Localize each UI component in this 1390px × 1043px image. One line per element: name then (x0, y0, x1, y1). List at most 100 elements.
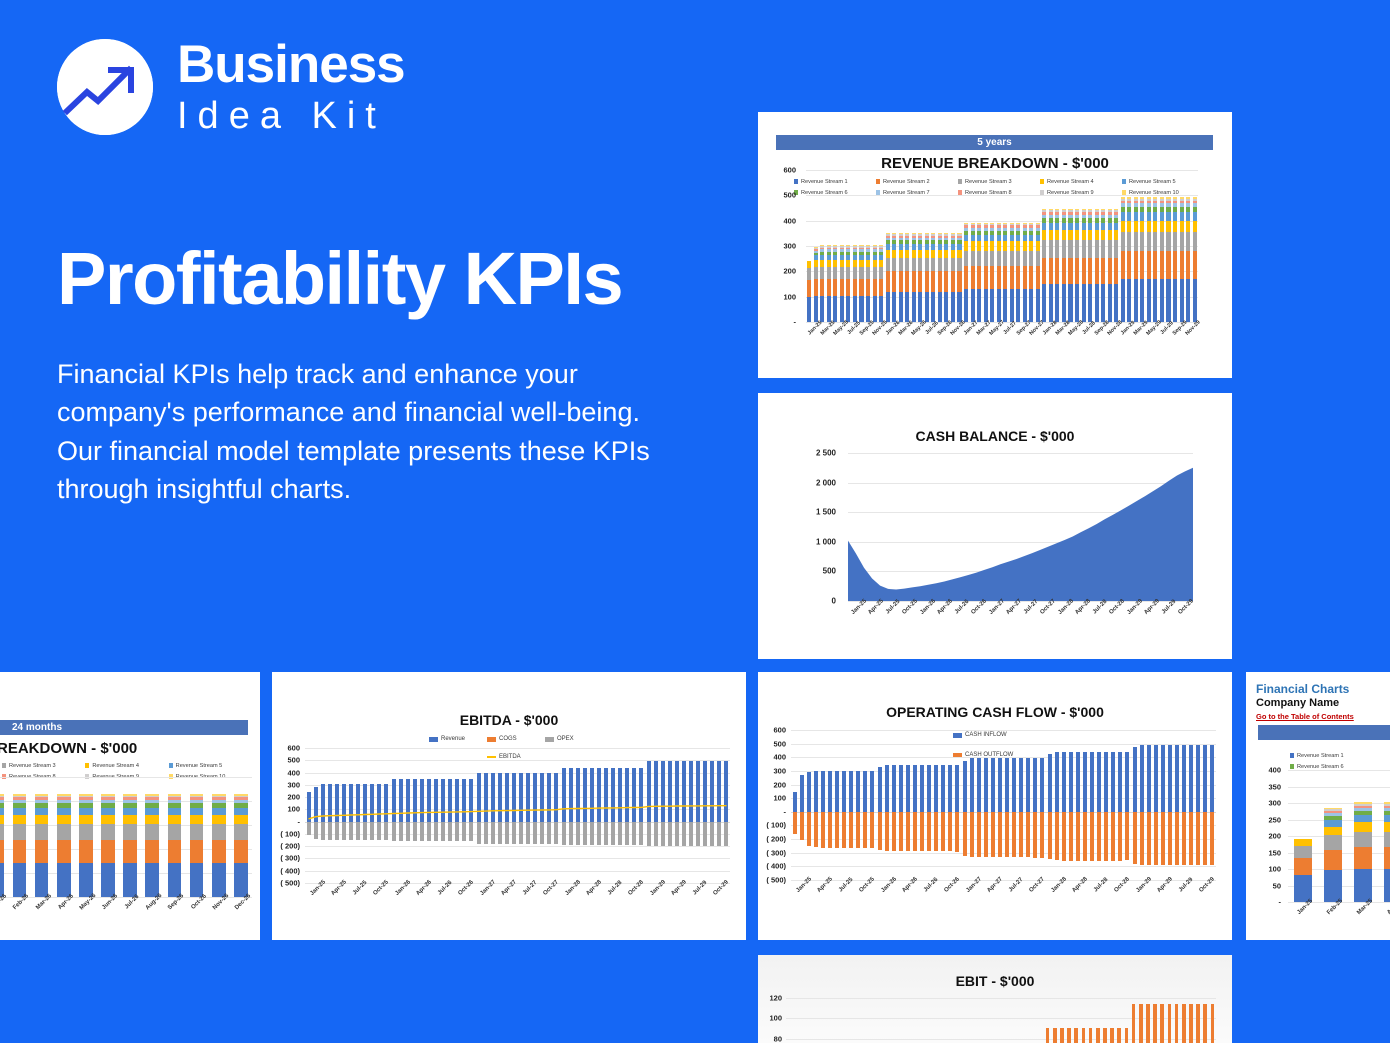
card-cash-balance[interactable]: CASH BALANCE - $'000 2 500 2 000 1 500 1 00… (758, 393, 1232, 659)
bar-segment (1133, 198, 1138, 201)
bar-segment (885, 237, 890, 241)
bar-segment (983, 250, 988, 266)
bar-segment (1353, 822, 1373, 832)
bar-column (97, 777, 119, 897)
gridline (806, 170, 1198, 171)
bar-segment (911, 291, 916, 322)
bar-segment (234, 824, 248, 840)
card-ebitda[interactable]: EBITDA - $'000 Revenue COGS OPEX EBITDA 600… (272, 672, 746, 940)
bar-segment (918, 240, 923, 244)
bar-segment (905, 235, 910, 238)
legend-swatch-icon (876, 179, 880, 184)
bar (1110, 1027, 1114, 1043)
bar-segment (996, 265, 1001, 289)
table-of-contents-link[interactable]: Go to the Table of Contents (1256, 712, 1354, 721)
legend-item: COGS (487, 734, 537, 744)
bar (554, 773, 559, 822)
gridline (791, 880, 1216, 881)
bar-segment (12, 800, 27, 804)
panel-subheading: Company Name (1256, 697, 1340, 709)
bar-segment (1353, 815, 1373, 823)
y-tick-label: ( 400) (766, 861, 786, 871)
bar (1067, 1027, 1071, 1043)
bar (384, 784, 389, 822)
bar-segment (950, 258, 955, 272)
bar-segment (977, 250, 982, 266)
bar-segment (1140, 203, 1145, 208)
bar-segment (872, 246, 877, 248)
card-operating-cash-flow[interactable]: OPERATING CASH FLOW - $'000 CASH INFLOW C… (758, 672, 1232, 940)
bar-column (963, 170, 970, 322)
bar-column (806, 170, 813, 322)
bar (1104, 751, 1109, 812)
bar-column (230, 777, 252, 897)
bar-segment (101, 824, 115, 840)
bar-segment (963, 234, 969, 242)
bar-segment (977, 265, 982, 289)
bar-segment (1048, 257, 1053, 284)
y-tick-label: 100 (287, 804, 300, 814)
bar-segment (12, 807, 27, 816)
bar (1097, 811, 1102, 861)
bar (667, 821, 672, 847)
bar (891, 811, 896, 852)
bar-segment (1029, 250, 1034, 266)
bar (398, 821, 403, 841)
bar-segment (1166, 220, 1171, 232)
bar-segment (1075, 214, 1080, 219)
card-financial-charts-panel[interactable]: Financial Charts Company Name Go to the … (1246, 672, 1390, 940)
bar-group (806, 170, 1198, 322)
bar-segment (1016, 250, 1021, 266)
bar (547, 821, 552, 844)
bar (849, 811, 854, 848)
bar (842, 811, 847, 848)
x-tick: May-26 (910, 319, 927, 366)
x-tick: Sep-26 (163, 893, 186, 936)
bar-segment (1061, 283, 1066, 322)
bar-column (1048, 170, 1055, 322)
bar-segment (977, 230, 982, 235)
bar-column (1165, 170, 1172, 322)
bar (490, 773, 495, 822)
bar (827, 770, 832, 812)
bar-segment (1055, 210, 1060, 213)
bar-segment (970, 241, 975, 251)
bar (806, 811, 811, 847)
bar (806, 771, 811, 812)
bar-column (1041, 170, 1048, 322)
bar (511, 821, 516, 844)
bar-segment (1088, 240, 1093, 258)
period-bar-5-years: 5 years (776, 135, 1213, 150)
bar-segment (924, 258, 929, 272)
card-ebit[interactable]: EBIT - $'000 120 100 80 (758, 955, 1232, 1043)
bar-segment (56, 862, 71, 897)
bar (681, 821, 686, 847)
bar-segment (839, 267, 844, 279)
bar (1203, 1004, 1208, 1043)
x-tick: Jul-26 (924, 320, 939, 366)
legend-operating-cash-flow: CASH INFLOW CASH OUTFLOW (908, 730, 1088, 760)
bar (962, 761, 967, 812)
card-revenue-breakdown-24m[interactable]: 24 months REAKDOWN - $'000 Revenue Strea… (0, 672, 260, 940)
bar (1139, 811, 1144, 865)
bar-segment (1055, 212, 1060, 215)
bar-segment (211, 803, 226, 808)
bar-segment (977, 241, 982, 251)
card-revenue-breakdown-5y[interactable]: 5 years REVENUE BREAKDOWN - $'000 Revenu… (758, 112, 1232, 378)
bar-segment (1055, 283, 1060, 322)
bar-segment (1094, 283, 1099, 322)
bar-segment (1353, 802, 1373, 804)
x-tick: Feb-26 (8, 893, 31, 936)
bar-segment (963, 227, 969, 231)
bar-segment (1140, 250, 1145, 279)
bar (611, 767, 616, 822)
bar-segment (1120, 278, 1125, 322)
bar-segment (1035, 265, 1040, 289)
bar-segment (1009, 222, 1014, 224)
bar-segment (1081, 208, 1086, 211)
bar (1181, 1004, 1186, 1043)
bar-segment (1061, 210, 1066, 213)
bar-segment (892, 237, 897, 241)
bar-segment (885, 250, 890, 259)
y-tick-label: 200 (1268, 831, 1281, 841)
